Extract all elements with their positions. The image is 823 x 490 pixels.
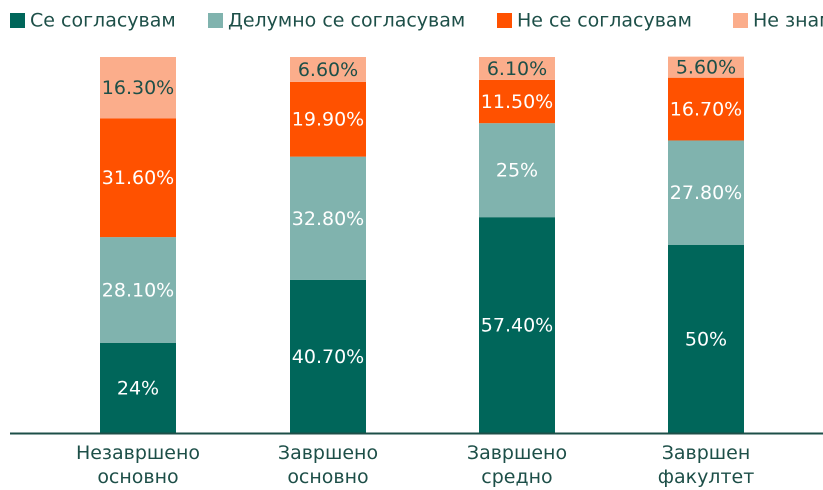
value-label: 19.90% xyxy=(292,109,364,131)
legend-label: Не знам xyxy=(753,10,823,32)
bar-segment xyxy=(479,217,555,433)
value-label: 57.40% xyxy=(481,315,553,337)
value-label: 16.30% xyxy=(102,77,174,99)
bar-segment xyxy=(290,81,366,157)
bar-segment xyxy=(479,79,555,124)
x-tick-label: Завршен факултет xyxy=(657,442,755,488)
bar-segment xyxy=(668,77,744,141)
value-label: 24% xyxy=(117,377,159,399)
value-label: 31.60% xyxy=(102,167,174,189)
value-label: 16.70% xyxy=(670,99,742,121)
value-label: 25% xyxy=(496,160,538,182)
legend-swatch xyxy=(208,13,223,28)
value-label: 32.80% xyxy=(292,208,364,230)
bar-segment xyxy=(668,245,744,433)
value-label: 6.10% xyxy=(487,58,547,80)
bar-segment xyxy=(668,56,744,78)
legend-swatch xyxy=(733,13,748,28)
bar-segment xyxy=(100,118,176,238)
bar-segment xyxy=(668,140,744,245)
x-tick-label: Завршено основно xyxy=(277,442,379,488)
bar-segment xyxy=(479,57,555,80)
x-tick-label: Незавршено основно xyxy=(75,442,201,488)
bar-segment xyxy=(290,156,366,280)
value-label: 11.50% xyxy=(481,91,553,113)
bar-segment xyxy=(290,279,366,433)
bar-segment xyxy=(100,57,176,119)
legend-swatch xyxy=(497,13,512,28)
value-label: 5.60% xyxy=(676,57,736,79)
legend-label: Делумно се согласувам xyxy=(228,10,465,32)
x-tick-label: Завршено средно xyxy=(466,442,568,488)
bar-segment xyxy=(479,123,555,218)
bar-segment xyxy=(290,57,366,82)
value-label: 27.80% xyxy=(670,182,742,204)
bar-segment xyxy=(100,342,176,433)
value-label: 50% xyxy=(685,329,727,351)
legend-label: Не се согласувам xyxy=(517,10,692,32)
value-label: 6.60% xyxy=(298,59,358,81)
legend-label: Се согласувам xyxy=(30,10,176,32)
value-label: 28.10% xyxy=(102,279,174,301)
legend-swatch xyxy=(10,13,25,28)
bar-segment xyxy=(100,237,176,343)
value-label: 40.70% xyxy=(292,346,364,368)
